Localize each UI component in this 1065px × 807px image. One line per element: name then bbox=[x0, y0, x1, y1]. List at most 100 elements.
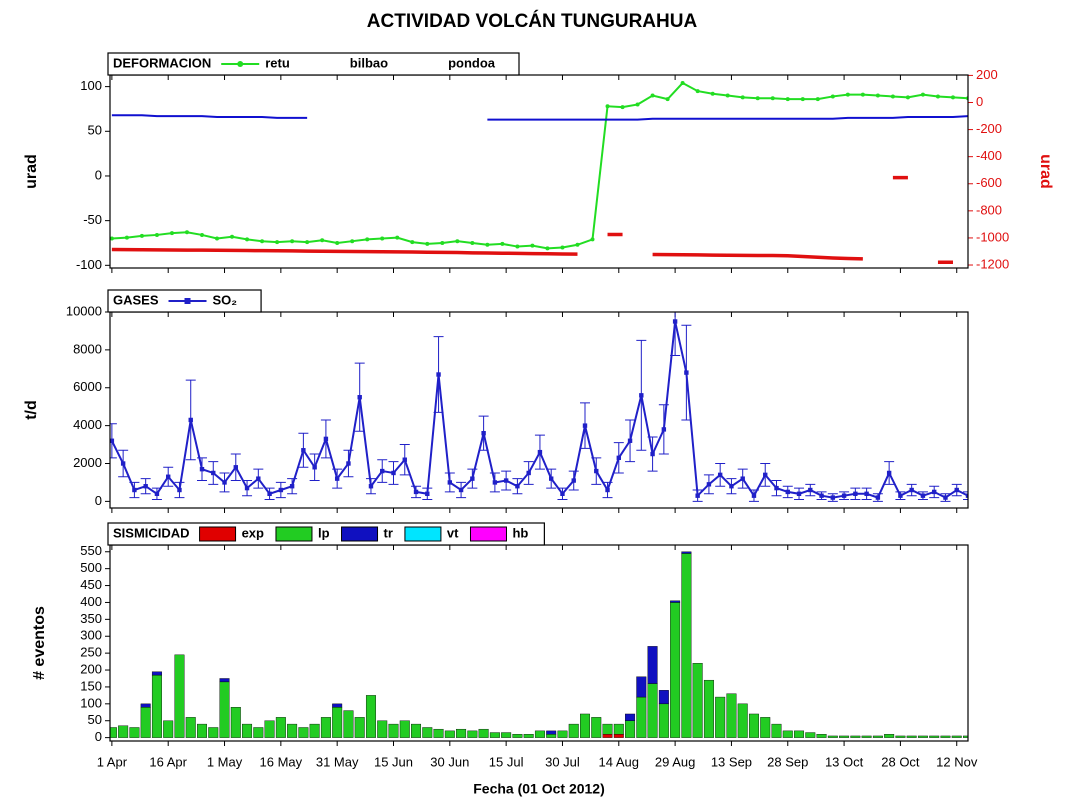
marker bbox=[278, 487, 284, 493]
marker bbox=[920, 493, 926, 498]
marker bbox=[890, 94, 895, 99]
y-tick-label: 450 bbox=[80, 577, 102, 592]
marker bbox=[230, 234, 235, 239]
bar bbox=[534, 730, 545, 738]
marker bbox=[763, 472, 768, 478]
legend: SISMICIDAD exp lp tr vt hb bbox=[107, 522, 545, 546]
legend: GASES SO₂ bbox=[107, 289, 262, 313]
bar bbox=[737, 703, 748, 738]
marker bbox=[650, 451, 655, 457]
y-tick-label: 100 bbox=[80, 78, 102, 93]
marker bbox=[898, 493, 903, 498]
bar bbox=[320, 717, 331, 738]
y-tick-label: -50 bbox=[83, 212, 102, 227]
x-tick-label: 16 Apr bbox=[149, 754, 187, 769]
y-tick-label: 300 bbox=[80, 628, 102, 643]
bar bbox=[861, 735, 872, 738]
legend-marker bbox=[184, 298, 191, 304]
legend-label: retu bbox=[265, 55, 290, 70]
y2-tick-label: -200 bbox=[976, 121, 1002, 136]
marker bbox=[575, 242, 580, 247]
legend-label: exp bbox=[242, 525, 264, 540]
bar bbox=[129, 727, 140, 738]
bar bbox=[703, 679, 714, 738]
marker bbox=[215, 236, 220, 241]
marker bbox=[830, 94, 835, 99]
marker bbox=[725, 93, 730, 98]
bar bbox=[557, 730, 568, 738]
bar bbox=[118, 725, 129, 738]
marker bbox=[323, 436, 329, 442]
marker bbox=[110, 438, 115, 443]
y-tick-label: 550 bbox=[80, 543, 102, 558]
chart-title: ACTIVIDAD VOLCÁN TUNGURAHUA bbox=[367, 10, 698, 32]
legend-swatch bbox=[199, 526, 237, 542]
bar bbox=[929, 735, 940, 738]
marker bbox=[413, 489, 419, 495]
legend-swatch bbox=[469, 526, 507, 542]
bar bbox=[839, 735, 850, 738]
bar bbox=[760, 717, 771, 738]
x-tick-label: 28 Oct bbox=[881, 754, 920, 769]
y-tick-label: 150 bbox=[80, 678, 102, 693]
marker bbox=[503, 478, 509, 483]
y2-axis-label: urad bbox=[1037, 154, 1054, 189]
marker bbox=[260, 239, 265, 244]
marker bbox=[410, 240, 415, 245]
x-tick-label: 1 Apr bbox=[97, 754, 128, 769]
x-tick-label: 30 Jul bbox=[545, 754, 580, 769]
marker bbox=[796, 491, 802, 496]
x-tick-label: 29 Aug bbox=[655, 754, 696, 769]
marker bbox=[755, 96, 760, 101]
bar bbox=[681, 551, 692, 554]
marker bbox=[943, 495, 948, 500]
marker bbox=[211, 470, 216, 476]
marker bbox=[616, 455, 621, 461]
bar bbox=[816, 734, 827, 738]
marker bbox=[447, 480, 453, 485]
bar bbox=[140, 707, 151, 738]
marker bbox=[932, 489, 937, 495]
marker bbox=[470, 240, 475, 245]
marker bbox=[515, 484, 520, 489]
series-line bbox=[110, 321, 968, 499]
y-tick-label: 100 bbox=[80, 695, 102, 710]
bar bbox=[433, 728, 444, 738]
bar bbox=[625, 713, 636, 721]
bar bbox=[332, 707, 343, 738]
bar bbox=[906, 735, 917, 738]
marker bbox=[935, 94, 940, 99]
marker bbox=[800, 97, 805, 102]
marker bbox=[695, 89, 700, 94]
y-tick-label: 0 bbox=[95, 493, 102, 508]
y-tick-label: 50 bbox=[88, 712, 102, 727]
bar bbox=[613, 734, 624, 738]
x-tick-label: 13 Sep bbox=[711, 754, 752, 769]
x-tick-label: 15 Jun bbox=[374, 754, 413, 769]
legend-box bbox=[107, 52, 520, 76]
bar bbox=[399, 720, 410, 738]
bar bbox=[242, 723, 253, 738]
series-line bbox=[111, 175, 953, 265]
y-tick-label: -100 bbox=[76, 257, 102, 272]
y-axis-label: urad bbox=[23, 154, 40, 189]
bar bbox=[110, 727, 117, 738]
legend-marker bbox=[237, 61, 244, 67]
bar bbox=[523, 734, 534, 738]
y-tick-label: 50 bbox=[88, 123, 102, 138]
y-tick-label: 0 bbox=[95, 729, 102, 744]
marker bbox=[154, 232, 159, 237]
marker bbox=[500, 241, 505, 246]
bar bbox=[219, 681, 230, 738]
bar bbox=[456, 728, 467, 738]
bar bbox=[151, 671, 162, 676]
marker bbox=[875, 495, 881, 500]
marker bbox=[166, 474, 171, 479]
bar bbox=[568, 723, 579, 738]
bar bbox=[850, 735, 861, 738]
bar bbox=[884, 734, 895, 738]
marker bbox=[530, 243, 535, 248]
bar bbox=[625, 720, 636, 738]
legend-swatch bbox=[275, 526, 313, 542]
marker bbox=[639, 393, 644, 398]
